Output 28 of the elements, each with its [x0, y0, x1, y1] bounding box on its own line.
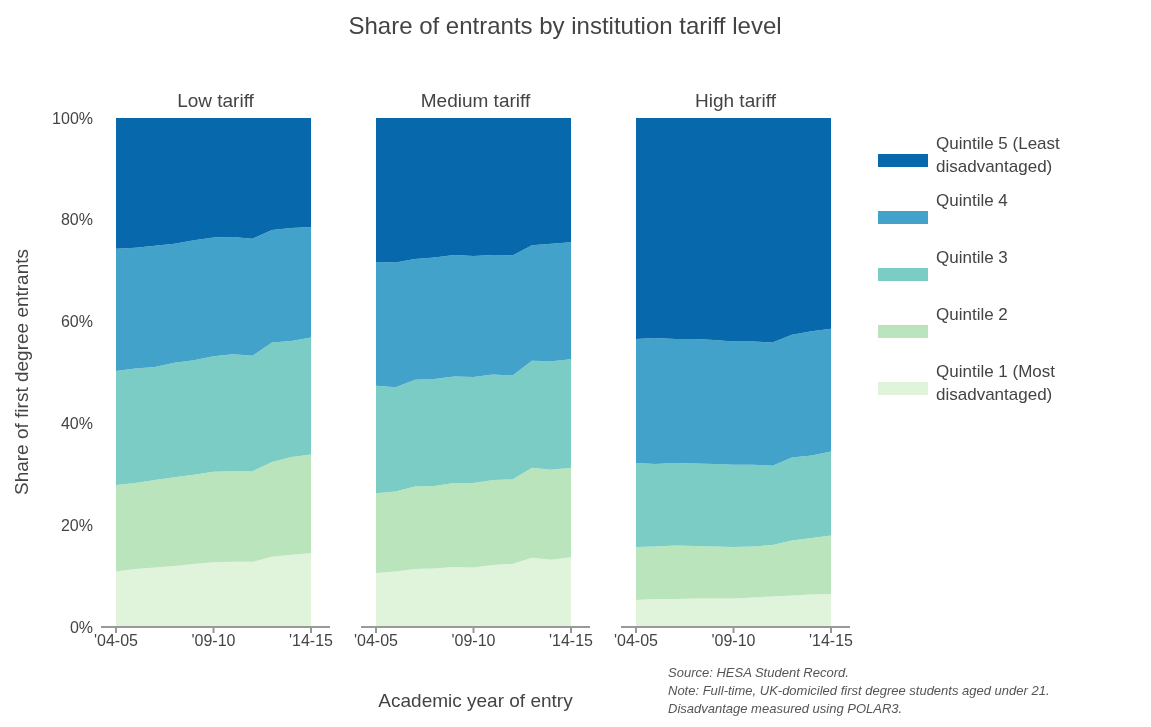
y-tick-label: 80% [60, 211, 93, 229]
y-axis-title: Share of first degree entrants [11, 248, 33, 496]
chart-subtitle: Medium tariff [419, 90, 532, 112]
y-tick-label: 0% [69, 618, 93, 636]
y-tick-label: 20% [60, 516, 93, 534]
x-tick-label: '09-10 [191, 632, 236, 650]
chart-title: Share of entrants by institution tariff level [347, 12, 783, 40]
text: Quintile 3 [936, 247, 1009, 269]
text: Quintile 2 [936, 304, 1009, 326]
x-tick-label: '04-05 [354, 632, 399, 650]
x-tick-label: '14-15 [549, 632, 594, 650]
y-tick-label: 60% [60, 313, 93, 331]
x-tick-label: '09-10 [711, 632, 756, 650]
chart-subtitle: High tariff [694, 90, 777, 112]
y-tick-label: 100% [52, 109, 93, 127]
x-tick-label: '14-15 [289, 632, 334, 650]
legend-label: Quintile 5 (Least disadvantaged) [936, 133, 1061, 178]
chart-subtitle: Low tariff [176, 90, 255, 112]
x-axis-title: Academic year of entry [378, 690, 573, 711]
text: Quintile 4 [936, 190, 1009, 212]
source-note: Source: HESA Student Record. [668, 664, 850, 682]
x-tick-label: '04-05 [94, 632, 139, 650]
legend-label: Quintile 1 (Most disadvantaged) [936, 361, 1057, 406]
text: Note: Full-time, UK-domiciled first degree students aged under 21. Disadvantage measured using POLAR3. [668, 682, 1051, 718]
x-tick-label: '14-15 [809, 632, 854, 650]
x-tick-label: '04-05 [614, 632, 659, 650]
y-tick-label: 40% [60, 415, 93, 433]
x-tick-label: '09-10 [451, 632, 496, 650]
